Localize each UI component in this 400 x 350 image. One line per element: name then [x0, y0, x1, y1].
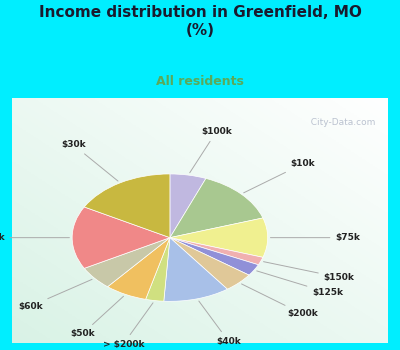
Text: $150k: $150k: [264, 262, 355, 282]
Wedge shape: [146, 238, 170, 301]
Wedge shape: [84, 174, 170, 238]
Wedge shape: [72, 207, 170, 268]
Wedge shape: [164, 238, 227, 301]
Text: $60k: $60k: [18, 279, 92, 311]
Text: $30k: $30k: [61, 140, 118, 181]
Text: > $200k: > $200k: [102, 303, 153, 349]
Text: All residents: All residents: [156, 75, 244, 88]
Text: $200k: $200k: [242, 284, 318, 318]
Wedge shape: [108, 238, 170, 299]
Text: $50k: $50k: [70, 296, 124, 338]
Wedge shape: [170, 174, 206, 238]
Wedge shape: [170, 238, 258, 275]
Text: $20k: $20k: [0, 233, 69, 242]
Text: $100k: $100k: [190, 127, 232, 173]
Text: $75k: $75k: [270, 233, 360, 242]
Text: $40k: $40k: [199, 301, 241, 346]
Wedge shape: [170, 218, 268, 257]
Text: Income distribution in Greenfield, MO
(%): Income distribution in Greenfield, MO (%…: [38, 5, 362, 38]
Wedge shape: [170, 178, 263, 238]
Wedge shape: [84, 238, 170, 287]
Text: City-Data.com: City-Data.com: [305, 118, 376, 127]
Text: $125k: $125k: [257, 271, 343, 297]
Text: $10k: $10k: [244, 159, 315, 193]
Wedge shape: [170, 238, 249, 289]
Wedge shape: [170, 238, 263, 265]
